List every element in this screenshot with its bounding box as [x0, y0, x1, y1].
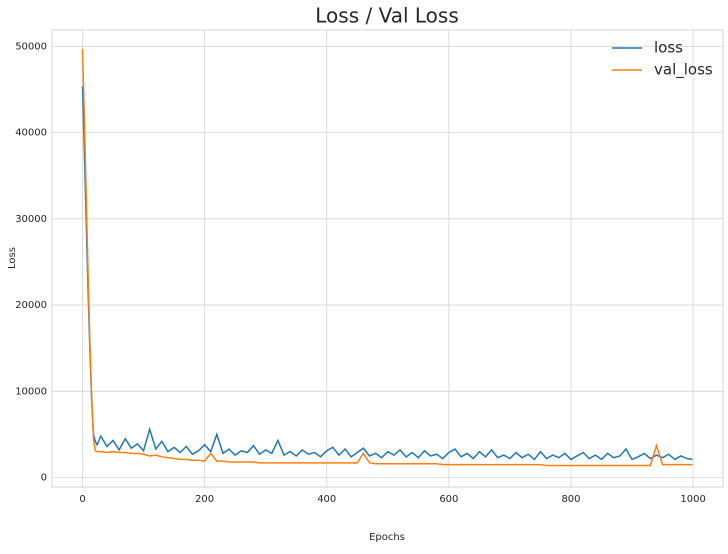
x-axis-label: Epochs: [369, 532, 405, 543]
line-series: [81, 86, 693, 461]
y-tick-label: 0: [41, 473, 47, 484]
x-tick-label: 800: [561, 494, 580, 505]
x-tick-label: 0: [79, 494, 85, 505]
x-tick-label: 400: [317, 494, 336, 505]
legend-label: val_loss: [654, 61, 713, 80]
y-tick-label: 50000: [15, 41, 47, 52]
line-series: [81, 48, 693, 467]
legend-label: loss: [654, 39, 683, 57]
x-tick-label: 600: [439, 494, 458, 505]
chart-title: Loss / Val Loss: [315, 4, 459, 28]
x-tick-label: 200: [195, 494, 214, 505]
plot-area: [51, 29, 724, 488]
y-tick-label: 40000: [15, 128, 47, 139]
y-tick-label: 10000: [15, 386, 47, 397]
y-tick-label: 30000: [15, 214, 47, 225]
y-axis-label: Loss: [7, 247, 18, 269]
x-tick-label: 1000: [680, 494, 705, 505]
y-tick-label: 20000: [15, 300, 47, 311]
